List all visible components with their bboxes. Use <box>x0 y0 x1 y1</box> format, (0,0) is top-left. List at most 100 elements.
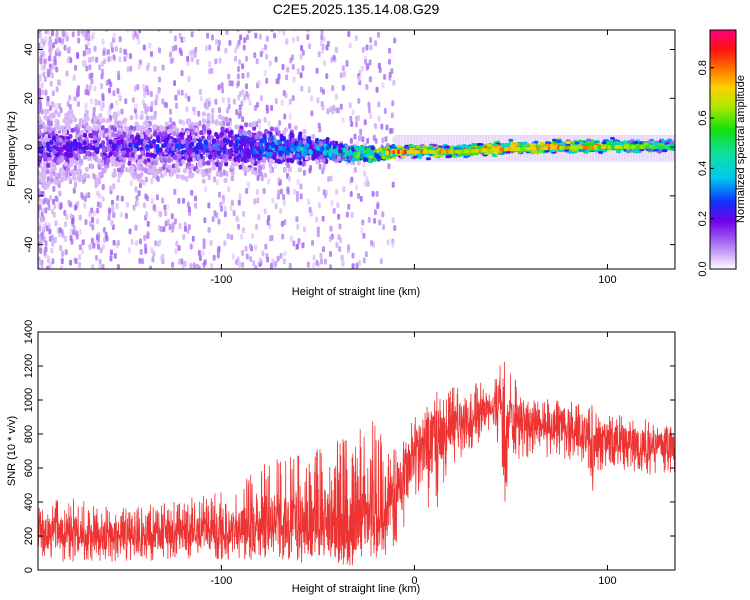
spectrogram-cell <box>212 30 214 31</box>
spectrogram-cell <box>296 223 300 230</box>
spectrogram-cell <box>50 177 54 184</box>
spectrogram-cell <box>44 134 49 140</box>
spectrogram-cell <box>221 97 225 104</box>
spectrogram-cell <box>51 90 55 97</box>
spectrogram-cell <box>190 163 195 169</box>
spectrogram-cell <box>224 116 229 122</box>
spectrogram-cell <box>293 23 296 29</box>
spectrogram-cell <box>66 57 70 64</box>
spectrogram-cell <box>173 188 177 195</box>
spectrogram-cell <box>218 120 223 126</box>
spectrogram-cell <box>363 180 367 187</box>
spectrogram-cell <box>339 72 343 79</box>
spectrogram-cell <box>97 243 101 250</box>
spectrogram-cell <box>259 138 264 144</box>
spectrogram-cell <box>126 147 131 153</box>
spectrogram-cell <box>322 60 326 67</box>
spectrogram-cell <box>217 165 222 171</box>
spectrogram-cell <box>139 248 143 255</box>
spectrogram-cell <box>215 139 220 145</box>
spectrogram-cell <box>148 140 153 146</box>
spectrogram-cell <box>312 254 316 261</box>
spectrogram-cell <box>144 243 148 250</box>
spectrogram-cell <box>148 143 153 149</box>
spectrogram-cell <box>386 239 390 246</box>
spectrogram-cell <box>538 141 544 145</box>
spectrogram-cell <box>277 189 281 196</box>
spectrogram-cell <box>203 145 208 151</box>
spectrogram-cell <box>536 150 542 154</box>
spectrogram-cell <box>89 133 94 139</box>
spectrogram-cell <box>146 220 150 227</box>
spectrogram-cell <box>246 167 251 173</box>
spectrogram-cell <box>124 98 128 105</box>
spectrogram-cell <box>288 98 292 105</box>
spectrogram-cell <box>282 200 286 207</box>
spectrogram-cell <box>45 169 50 175</box>
spectrogram-cell <box>212 159 216 166</box>
spectrogram-cell <box>174 143 179 149</box>
spectrogram-cell <box>258 149 263 155</box>
spectrogram-cell <box>62 175 67 181</box>
spectrogram-cell <box>79 129 84 135</box>
spectrogram-cell <box>77 177 82 183</box>
spectrogram-cell <box>230 234 234 241</box>
spectrogram-cell <box>295 190 299 197</box>
spectrogram-cell <box>48 55 52 62</box>
spectrogram-cell <box>370 239 374 246</box>
spectrogram-cell <box>168 224 172 231</box>
spectrogram-cell <box>301 242 305 249</box>
spectrogram-cell <box>75 91 79 98</box>
spectrogram-cell <box>119 138 124 144</box>
spectrogram-cell <box>180 127 185 133</box>
spectrogram-cell <box>319 154 324 160</box>
spectrogram-cell <box>215 38 219 45</box>
spectrogram-cell <box>363 119 367 126</box>
spectrogram-cell <box>219 201 223 208</box>
spectrogram-cell <box>456 144 462 148</box>
spectrogram-cell <box>97 172 102 178</box>
spectrogram-cell <box>135 153 139 160</box>
spectrogram-cell <box>357 260 361 267</box>
spectrogram-cell <box>294 141 299 147</box>
spectrogram-cell <box>196 162 201 168</box>
spectrogram-cell <box>235 259 239 266</box>
spectrogram-cell <box>391 181 395 188</box>
spectrogram-cell <box>143 102 147 109</box>
spectrogram-cell <box>280 99 284 106</box>
spectrogram-cell <box>117 70 121 77</box>
spectrogram-cell <box>74 181 78 188</box>
spectrogram-cell <box>347 244 351 251</box>
spectrogram-cell <box>76 85 80 92</box>
spectrogram-cell <box>113 111 118 117</box>
spectrogram-cell <box>54 103 58 110</box>
spectrogram-cell <box>367 101 371 108</box>
spectrogram-cell <box>203 139 208 145</box>
spectrogram-cell <box>334 46 338 53</box>
spectrogram-cell <box>58 36 62 43</box>
spectrogram-cell <box>174 94 178 101</box>
spectrogram-cell <box>118 56 122 63</box>
spectrogram-cell <box>92 242 96 249</box>
figure-title: C2E5.2025.135.14.08.G29 <box>273 1 440 17</box>
spectrogram-cell <box>171 45 175 52</box>
spectrogram-cell <box>198 140 203 146</box>
spectrogram-cell <box>233 55 237 62</box>
spectrogram-cell <box>92 172 96 179</box>
spectrogram-cell <box>242 44 246 51</box>
spectrogram-cell <box>155 194 159 201</box>
spectrogram-cell <box>360 65 364 72</box>
spectrogram-cell <box>74 64 78 71</box>
spectrogram-cell <box>108 87 112 94</box>
spectrogram-cell <box>187 118 192 124</box>
spectrogram-cell <box>321 157 326 163</box>
spectrogram-cell <box>147 168 152 174</box>
spectrogram-cell <box>241 250 245 257</box>
spectrogram-cell <box>317 51 321 58</box>
spectrogram-cell <box>191 137 196 143</box>
spectrogram-cell <box>119 211 123 218</box>
spectrogram-cell <box>292 37 296 44</box>
spectrogram-cell <box>351 108 355 115</box>
spectrogram-cell <box>238 104 242 111</box>
spectrogram-cell <box>257 124 261 131</box>
